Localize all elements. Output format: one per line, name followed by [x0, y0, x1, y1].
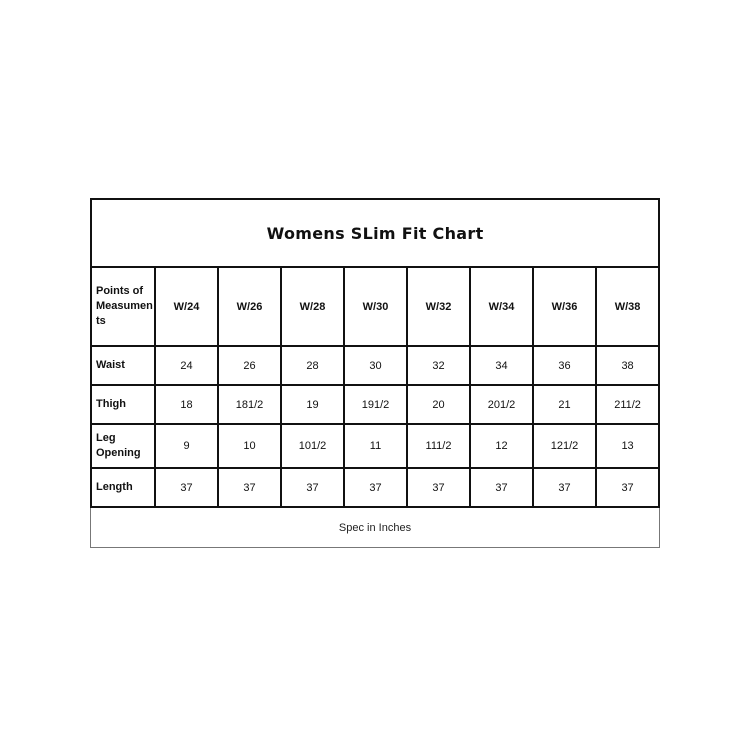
corner-label: Points of Measumen ts	[90, 266, 156, 347]
table-cell: 18	[154, 384, 219, 425]
table-cell: 121/2	[532, 423, 597, 469]
size-header: W/32	[406, 266, 471, 347]
table-cell: 111/2	[406, 423, 471, 469]
table-cell: 37	[280, 467, 345, 508]
table-row: Leg Opening 9 10 101/2 11 111/2 12 121/2 13	[90, 423, 661, 469]
table-cell: 37	[406, 467, 471, 508]
table-cell: 20	[406, 384, 471, 425]
table-cell: 37	[343, 467, 408, 508]
size-header: W/34	[469, 266, 534, 347]
table-cell: 12	[469, 423, 534, 469]
table-cell: 19	[280, 384, 345, 425]
table-cell: 211/2	[594, 384, 661, 425]
table-cell: 30	[343, 345, 408, 386]
table-cell: 36	[532, 345, 597, 386]
table-cell: 13	[594, 423, 661, 469]
row-label: Waist	[90, 345, 156, 386]
size-header: W/24	[154, 266, 219, 347]
table-cell: 32	[406, 345, 471, 386]
table-cell: 37	[217, 467, 282, 508]
table-cell: 21	[532, 384, 597, 425]
table-cell: 37	[594, 467, 661, 508]
size-header: W/38	[594, 266, 661, 347]
size-header: W/26	[217, 266, 282, 347]
size-header: W/28	[280, 266, 345, 347]
table-cell: 9	[154, 423, 219, 469]
size-table: Womens SLim Fit Chart Points of Measumen…	[89, 198, 661, 508]
size-header: W/30	[343, 266, 408, 347]
table-cell: 191/2	[343, 384, 408, 425]
row-label: Length	[90, 467, 156, 508]
table-cell: 10	[217, 423, 282, 469]
table-cell: 37	[469, 467, 534, 508]
table-cell: 26	[217, 345, 282, 386]
table-cell: 101/2	[280, 423, 345, 469]
table-cell: 37	[154, 467, 219, 508]
footer-note: Spec in Inches	[90, 508, 660, 548]
header-row: Points of Measumen ts W/24 W/26 W/28 W/30 W/3…	[90, 266, 661, 347]
table-cell: 38	[594, 345, 661, 386]
row-label: Leg Opening	[90, 423, 156, 469]
table-cell: 37	[532, 467, 597, 508]
row-label: Thigh	[90, 384, 156, 425]
table-cell: 201/2	[469, 384, 534, 425]
size-header: W/36	[532, 266, 597, 347]
table-cell: 34	[469, 345, 534, 386]
table-cell: 181/2	[217, 384, 282, 425]
table-row: Thigh 18 181/2 19 191/2 20 201/2 21 211/2	[90, 384, 661, 425]
table-cell: 11	[343, 423, 408, 469]
table-row: Length 37 37 37 37 37 37 37 37	[90, 467, 661, 508]
size-chart: Womens SLim Fit Chart Points of Measumen…	[89, 198, 661, 548]
table-cell: 24	[154, 345, 219, 386]
chart-title: Womens SLim Fit Chart	[89, 198, 661, 268]
table-cell: 28	[280, 345, 345, 386]
table-row: Waist 24 26 28 30 32 34 36 38	[90, 345, 661, 386]
